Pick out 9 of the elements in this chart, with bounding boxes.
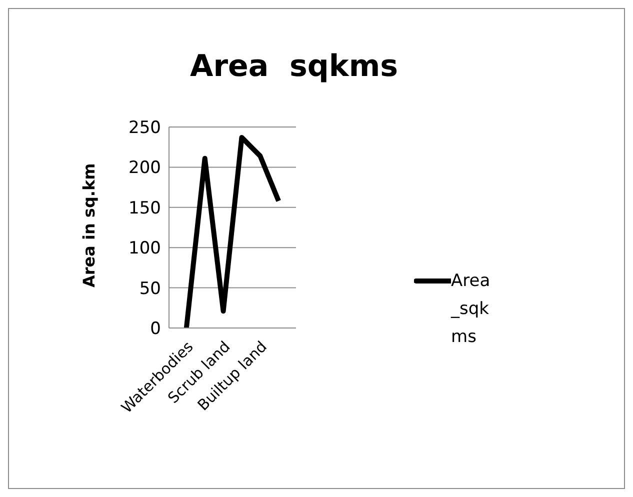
y-tick-label: 0 bbox=[150, 319, 161, 340]
y-tick-label: 100 bbox=[128, 238, 161, 259]
y-tick-label: 50 bbox=[139, 278, 161, 299]
y-tick-label: 150 bbox=[128, 198, 161, 218]
text: Area_sqkms bbox=[451, 270, 492, 349]
y-axis-title: Area in sq.km bbox=[80, 163, 99, 288]
y-tick-label: 200 bbox=[128, 158, 161, 178]
chart-title: Area sqkms bbox=[189, 49, 399, 84]
y-tick-label: 250 bbox=[128, 118, 161, 138]
